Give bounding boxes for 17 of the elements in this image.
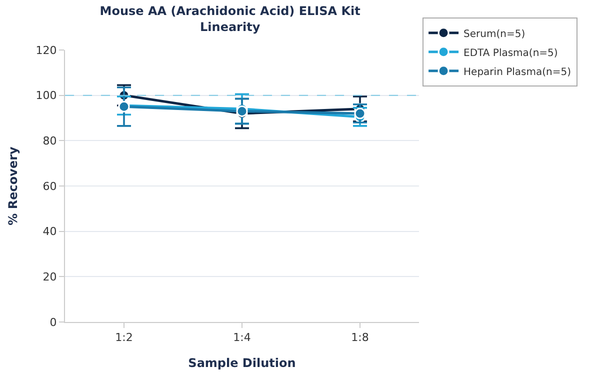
x-tick-label: 1:4: [233, 331, 251, 344]
x-tick-label: 1:8: [351, 331, 369, 344]
y-tick-label: 80: [42, 134, 57, 148]
y-axis-title: % Recovery: [6, 146, 20, 226]
legend-label: EDTA Plasma(n=5): [464, 48, 558, 59]
legend-label: Serum(n=5): [464, 28, 526, 40]
y-tick-label: 100: [36, 89, 57, 102]
chart-subtitle: Linearity: [200, 20, 260, 34]
y-tick-label: 0: [50, 316, 57, 329]
legend-label: Heparin Plasma(n=5): [464, 66, 572, 78]
chart-title: Mouse AA (Arachidonic Acid) ELISA Kit: [100, 4, 361, 18]
x-tick-label: 1:2: [115, 331, 133, 344]
y-tick-label: 40: [42, 225, 57, 238]
y-tick-label: 120: [36, 44, 57, 57]
y-tick-label: 60: [42, 180, 57, 193]
y-tick-label: 20: [42, 270, 57, 284]
x-axis-title: Sample Dilution: [188, 356, 296, 370]
